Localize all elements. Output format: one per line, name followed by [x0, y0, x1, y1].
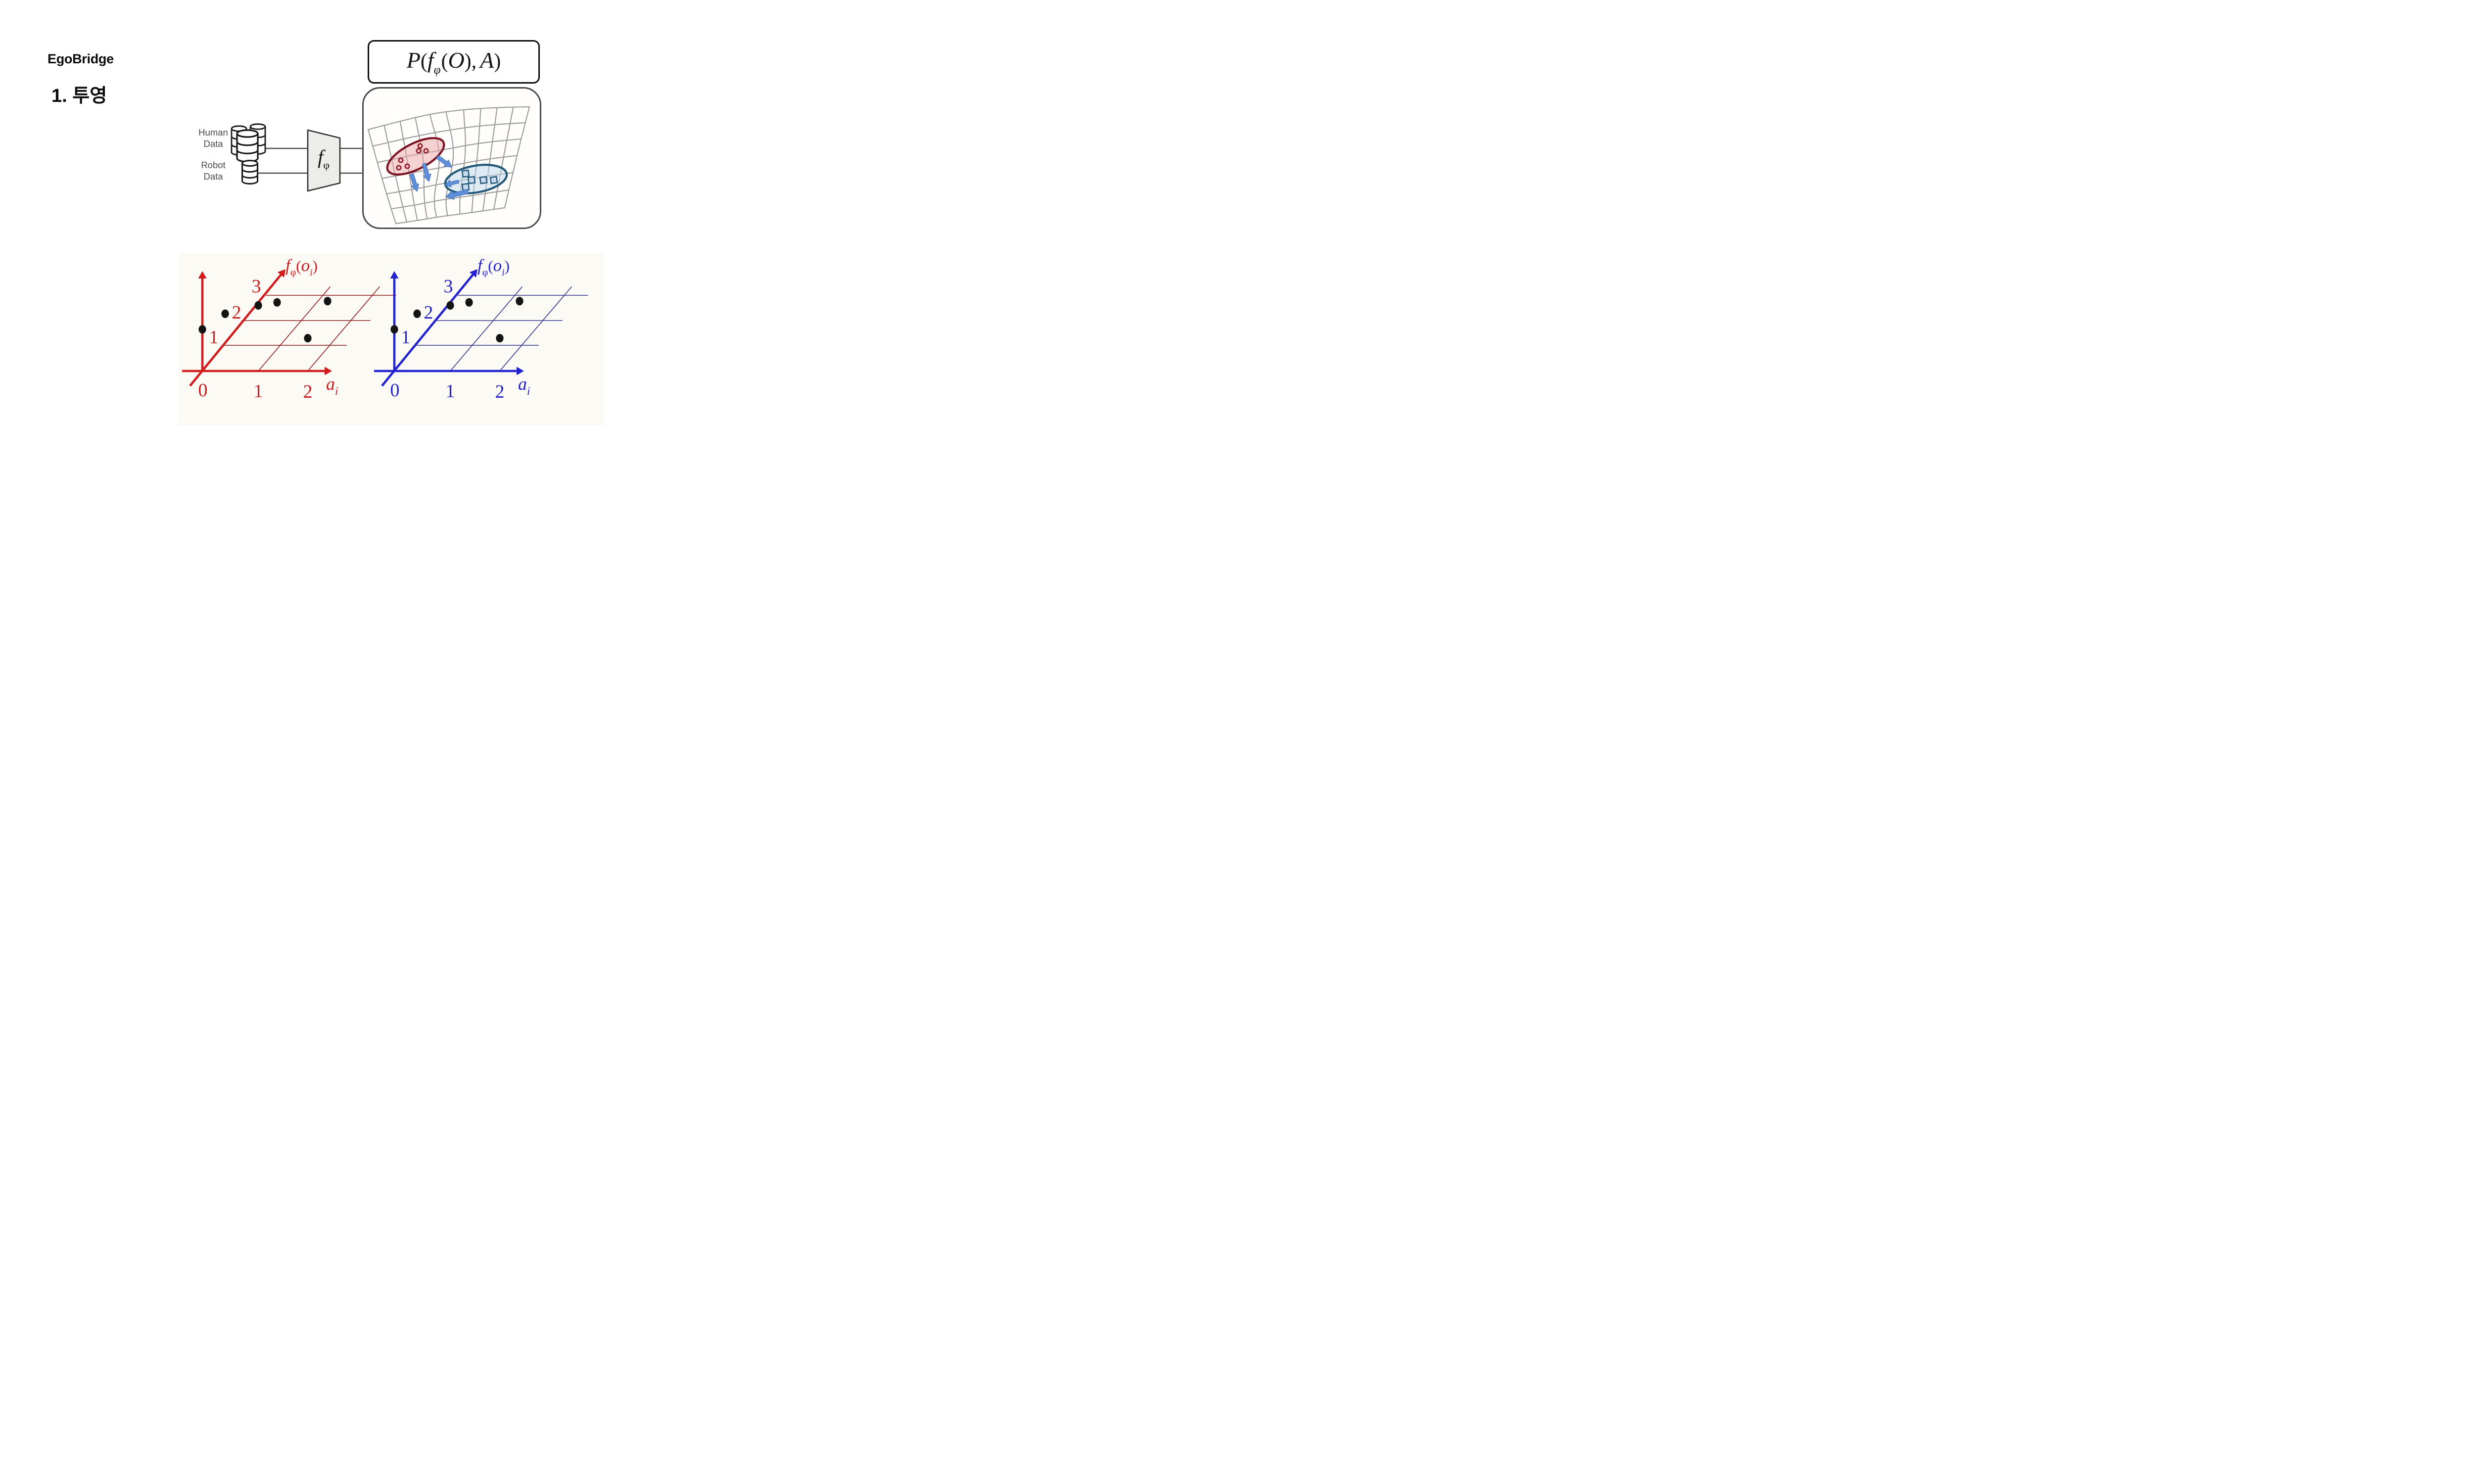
database-stack-icon-band: [236, 149, 259, 154]
database-stack-icon-band: [249, 135, 266, 139]
red-plot-ylabel: fφ(oi): [285, 256, 318, 278]
encoder-label: fφ: [318, 146, 330, 171]
database-stack-icon-body: [236, 134, 259, 163]
database-stack-icon-top: [249, 123, 266, 130]
database-stack-icon-body: [249, 127, 266, 155]
pipeline-diagram: [231, 123, 363, 192]
latent-space-container: [362, 87, 541, 229]
formula-text: P(fφ(O), A): [406, 47, 501, 77]
robot-data-label: Robot Data: [201, 160, 226, 182]
section-heading: 1. 투영: [51, 86, 107, 106]
human-data-label: Human Data: [198, 127, 228, 149]
database-icon-band: [241, 175, 258, 179]
blue-plot-xlabel: ai: [518, 374, 530, 397]
database-stack-icon-top: [236, 129, 259, 138]
brand-title: EgoBridge: [48, 51, 114, 66]
database-icon-body: [241, 163, 258, 185]
blue-plot-ylabel: fφ(oi): [477, 256, 510, 278]
joint-distribution-formula-box: P(fφ(O), A): [368, 40, 540, 84]
database-icon-band: [241, 169, 258, 173]
database-stack-icon-band: [236, 141, 259, 146]
database-icon-top: [241, 160, 258, 167]
database-stack-icon-band: [249, 142, 266, 146]
plot-background-tint: [178, 253, 605, 425]
red-plot-xlabel: ai: [326, 374, 338, 397]
